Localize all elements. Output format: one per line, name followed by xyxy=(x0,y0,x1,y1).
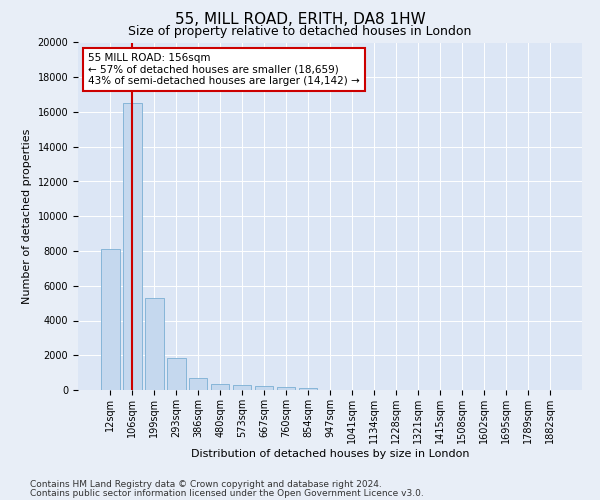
Bar xyxy=(123,104,142,390)
Bar xyxy=(299,388,317,390)
Text: Contains HM Land Registry data © Crown copyright and database right 2024.: Contains HM Land Registry data © Crown c… xyxy=(30,480,382,489)
Text: 55, MILL ROAD, ERITH, DA8 1HW: 55, MILL ROAD, ERITH, DA8 1HW xyxy=(175,12,425,28)
Y-axis label: Number of detached properties: Number of detached properties xyxy=(22,128,32,304)
Bar xyxy=(189,378,208,390)
Bar xyxy=(255,386,274,390)
Bar xyxy=(145,298,164,390)
Bar xyxy=(101,250,119,390)
Text: Size of property relative to detached houses in London: Size of property relative to detached ho… xyxy=(128,25,472,38)
X-axis label: Distribution of detached houses by size in London: Distribution of detached houses by size … xyxy=(191,448,469,458)
Text: Contains public sector information licensed under the Open Government Licence v3: Contains public sector information licen… xyxy=(30,488,424,498)
Bar xyxy=(277,387,295,390)
Bar xyxy=(211,384,229,390)
Text: 55 MILL ROAD: 156sqm
← 57% of detached houses are smaller (18,659)
43% of semi-d: 55 MILL ROAD: 156sqm ← 57% of detached h… xyxy=(88,53,360,86)
Bar xyxy=(167,358,185,390)
Bar xyxy=(233,386,251,390)
